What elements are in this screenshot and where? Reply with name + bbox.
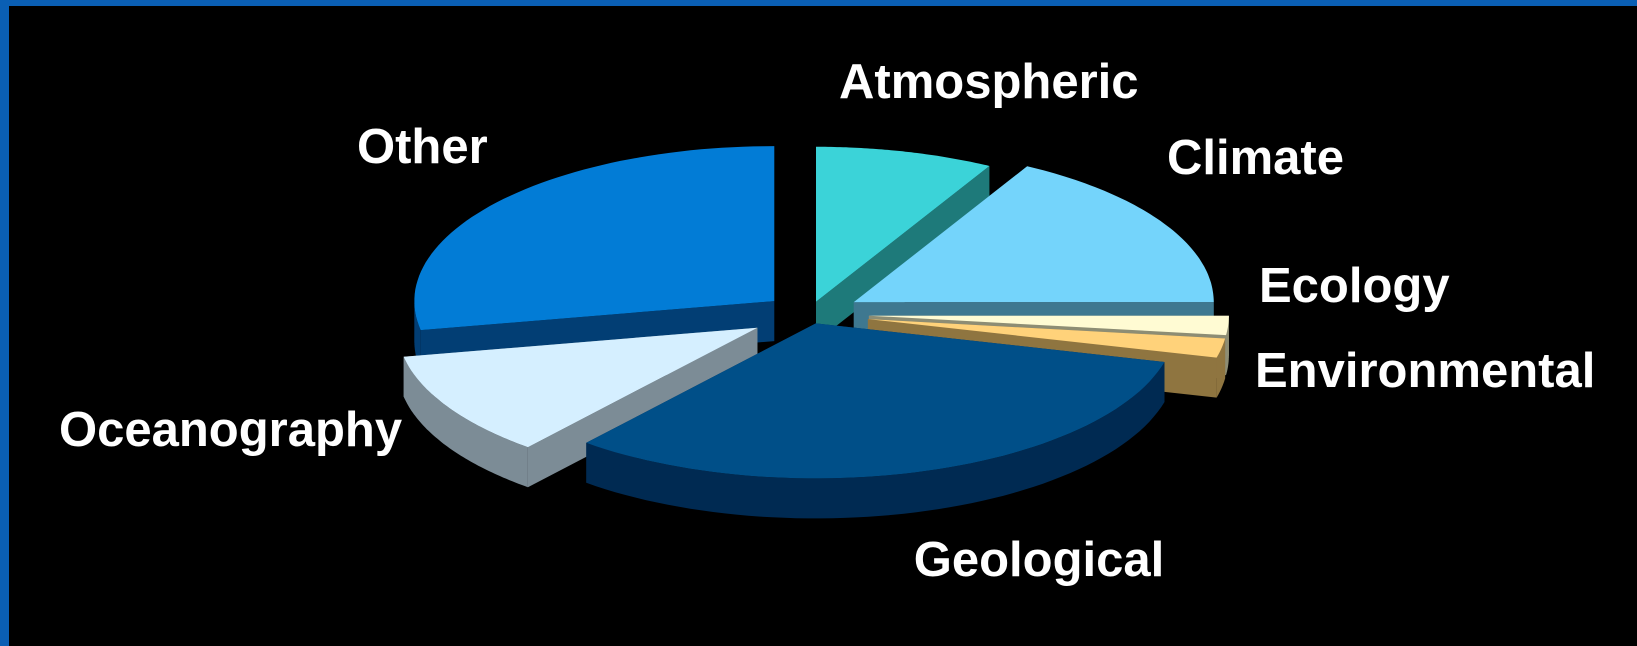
pie-label-oceanography: Oceanography xyxy=(59,403,402,457)
pie-label-environmental: Environmental xyxy=(1255,344,1595,398)
pie-label-atmospheric: Atmospheric xyxy=(839,55,1139,109)
pie-slice-oceanography xyxy=(403,327,758,448)
pie-slice-geological xyxy=(586,323,1165,479)
pie-slice-other xyxy=(414,146,775,331)
slide-canvas: Atmospheric Climate Ecology Environmental Ge… xyxy=(9,6,1637,646)
pie-slice-environmental xyxy=(867,319,1226,358)
pie-label-climate: Climate xyxy=(1167,131,1344,185)
pie-slice-atmospheric xyxy=(816,146,990,302)
pie-slice-wall-geological xyxy=(586,362,1165,519)
pie-tops xyxy=(403,146,1229,479)
pie-slice-wall-other xyxy=(414,301,421,371)
pie-slice-climate xyxy=(853,166,1214,303)
pie-label-ecology: Ecology xyxy=(1259,259,1450,313)
pie-slice-ecology xyxy=(868,315,1229,336)
pie-label-other: Other xyxy=(357,120,488,174)
pie-slice-wall-oceanography xyxy=(403,356,528,488)
pie-chart: Atmospheric Climate Ecology Environmental Ge… xyxy=(59,55,1595,587)
pie-label-geological: Geological xyxy=(914,533,1165,587)
pie-labels: Atmospheric Climate Ecology Environmental Ge… xyxy=(59,55,1595,587)
